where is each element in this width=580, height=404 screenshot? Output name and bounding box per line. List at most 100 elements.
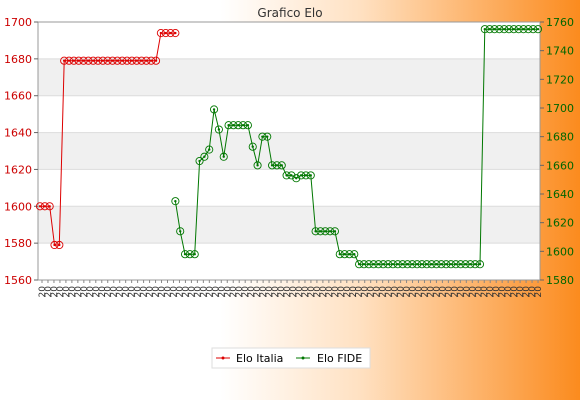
x-tick-label: 20 <box>403 286 413 298</box>
data-point-center-elo-italia <box>67 59 71 62</box>
data-point-center-elo-fide <box>377 263 380 266</box>
x-axis: 2020202020202020202020202020202020202020… <box>38 280 544 297</box>
data-point-elo-fide <box>171 197 180 206</box>
data-point-elo-fide <box>369 260 378 269</box>
data-point-center-elo-italia <box>87 59 90 62</box>
x-tick-label: 20 <box>337 286 347 298</box>
x-tick-label: 20 <box>373 286 383 298</box>
data-point-elo-fide <box>471 260 480 269</box>
data-point-center-elo-italia <box>130 59 134 62</box>
data-point-center-elo-fide <box>309 174 312 177</box>
x-tick-label: 20 <box>516 286 526 298</box>
data-point-center-elo-fide <box>469 263 472 266</box>
data-point-elo-fide <box>258 132 267 141</box>
data-point-elo-fide <box>490 25 499 34</box>
data-point-elo-fide <box>384 260 393 269</box>
data-point-center-elo-italia <box>140 59 143 62</box>
x-tick-label: 20 <box>283 286 293 298</box>
x-tick-label: 20 <box>44 286 54 298</box>
x-tick-label: 20 <box>397 286 407 298</box>
data-point-center-elo-fide <box>522 27 525 31</box>
data-point-elo-fide <box>500 25 509 34</box>
data-point-center-elo-fide <box>517 27 520 31</box>
data-point-center-elo-fide <box>502 27 506 31</box>
data-point-elo-fide <box>495 25 504 34</box>
data-point-center-elo-fide <box>391 263 395 266</box>
data-point-elo-italia <box>103 56 112 65</box>
data-point-elo-italia <box>64 56 74 65</box>
x-tick-label: 20 <box>211 286 221 298</box>
data-point-elo-fide <box>272 161 281 170</box>
data-point-center-elo-fide <box>382 263 385 266</box>
x-tick-label: 20 <box>134 286 144 298</box>
right-tick-label: 1600 <box>546 245 574 258</box>
x-tick-label: 20 <box>98 286 108 298</box>
data-point-elo-fide <box>200 152 209 161</box>
data-point-elo-fide <box>345 250 354 259</box>
right-tick-label: 1660 <box>546 159 574 172</box>
legend-marker-elo-fide <box>301 356 305 360</box>
data-point-center-elo-fide <box>488 27 491 31</box>
data-point-elo-italia <box>137 56 146 65</box>
data-point-center-elo-italia <box>96 59 100 62</box>
x-tick-label: 20 <box>367 286 377 298</box>
x-tick-label: 20 <box>235 286 245 298</box>
data-point-center-elo-fide <box>270 164 274 167</box>
x-tick-label: 20 <box>391 286 401 298</box>
x-tick-label: 20 <box>80 286 90 298</box>
data-point-center-elo-fide <box>440 263 443 266</box>
data-point-elo-fide <box>229 121 238 130</box>
data-point-center-elo-italia <box>120 59 124 62</box>
x-tick-label: 20 <box>122 286 132 298</box>
x-tick-label: 20 <box>486 286 496 298</box>
data-point-elo-fide <box>504 25 514 34</box>
data-point-elo-italia <box>84 56 93 65</box>
data-point-center-elo-italia <box>106 59 109 62</box>
data-point-elo-italia <box>50 240 59 250</box>
x-tick-label: 20 <box>205 286 215 298</box>
data-point-elo-italia <box>113 56 122 65</box>
x-tick-label: 20 <box>349 286 359 298</box>
x-tick-label: 20 <box>140 286 150 298</box>
data-point-elo-fide <box>514 25 523 34</box>
data-point-elo-fide <box>190 250 199 259</box>
x-tick-label: 20 <box>38 286 48 298</box>
x-tick-label: 20 <box>104 286 114 298</box>
left-tick-label: 1640 <box>4 127 32 140</box>
data-point-elo-fide <box>379 260 388 269</box>
x-tick-label: 20 <box>313 286 323 298</box>
data-point-center-elo-fide <box>536 27 540 31</box>
data-point-center-elo-fide <box>280 164 283 167</box>
left-tick-label: 1600 <box>4 200 32 213</box>
data-point-elo-fide <box>475 260 485 269</box>
data-point-center-elo-fide <box>241 124 245 127</box>
legend-label-elo-fide: Elo FIDE <box>317 352 362 365</box>
data-point-elo-italia <box>171 29 180 38</box>
x-tick-label: 20 <box>409 286 419 298</box>
data-point-center-elo-fide <box>266 135 269 138</box>
data-point-elo-fide <box>398 260 407 269</box>
data-point-center-elo-fide <box>251 145 254 148</box>
x-tick-label: 20 <box>86 286 96 298</box>
data-point-center-elo-fide <box>512 27 516 31</box>
data-point-center-elo-fide <box>372 263 375 266</box>
data-point-elo-fide <box>403 260 412 269</box>
x-tick-label: 20 <box>510 286 520 298</box>
data-point-center-elo-fide <box>285 174 288 177</box>
data-point-elo-fide <box>529 25 538 34</box>
data-point-center-elo-italia <box>43 205 47 208</box>
x-tick-label: 20 <box>456 286 466 298</box>
data-point-elo-fide <box>442 260 451 269</box>
x-tick-label: 20 <box>498 286 508 298</box>
grid-lines <box>37 21 541 281</box>
left-y-axis: 1560 1580 1600 1620 1640 1660 1680 1700 <box>4 16 38 287</box>
data-point-elo-fide <box>388 260 398 269</box>
data-point-elo-fide <box>408 260 417 269</box>
data-point-center-elo-fide <box>367 263 370 266</box>
data-point-elo-italia <box>89 56 98 65</box>
data-point-elo-fide <box>205 145 214 154</box>
data-point-center-elo-italia <box>53 243 56 247</box>
left-tick-label: 1660 <box>4 90 32 103</box>
data-point-center-elo-fide <box>483 27 487 31</box>
